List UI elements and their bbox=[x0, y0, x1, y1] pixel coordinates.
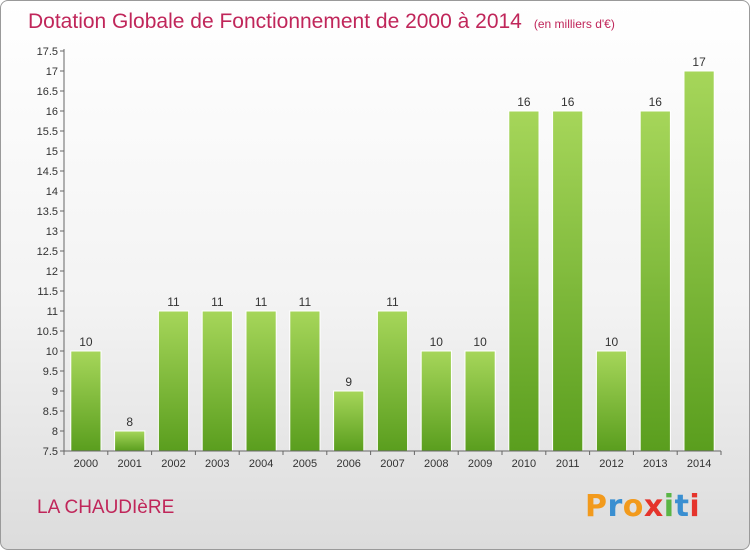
bar-2012 bbox=[595, 350, 628, 452]
data-label-2005: 11 bbox=[299, 295, 312, 309]
x-tick-label-2009: 2009 bbox=[468, 458, 492, 470]
x-tick-label-2002: 2002 bbox=[161, 458, 185, 470]
data-label-2013: 16 bbox=[649, 95, 663, 109]
logo-letter: t bbox=[674, 489, 690, 524]
y-tick-label: 15 bbox=[46, 146, 58, 158]
y-tick-label: 8.5 bbox=[43, 406, 58, 418]
bar-2000 bbox=[70, 350, 102, 452]
y-tick-label: 13 bbox=[46, 226, 58, 238]
logo-letter: P bbox=[585, 489, 608, 524]
data-label-2011: 16 bbox=[561, 95, 575, 109]
x-tick-label-2005: 2005 bbox=[293, 458, 317, 470]
x-tick-label-2003: 2003 bbox=[205, 458, 229, 470]
data-label-2003: 11 bbox=[211, 295, 224, 309]
y-tick-label: 13.5 bbox=[37, 206, 58, 218]
data-label-2002: 11 bbox=[167, 295, 180, 309]
y-tick-label: 14.5 bbox=[37, 166, 58, 178]
y-tick-label: 14 bbox=[46, 186, 58, 198]
y-tick-label: 17 bbox=[46, 66, 58, 78]
data-label-2001: 8 bbox=[126, 415, 133, 429]
logo-letter: o bbox=[622, 489, 644, 524]
bar-2007 bbox=[376, 310, 409, 452]
bar-2001 bbox=[114, 430, 146, 452]
bar-2004 bbox=[245, 310, 277, 452]
y-tick-label: 12 bbox=[46, 266, 58, 278]
y-tick-label: 9 bbox=[52, 386, 58, 398]
bar-2013 bbox=[639, 110, 671, 452]
bar-2009 bbox=[464, 350, 496, 452]
data-label-2014: 17 bbox=[692, 55, 706, 69]
x-axis: 2000 2001 2002 2003 2004 2005 2006 2007 2008 2009… bbox=[63, 450, 722, 470]
y-tick-label: 16 bbox=[46, 106, 58, 118]
x-tick-label-2004: 2004 bbox=[249, 458, 273, 470]
x-tick-label-2000: 2000 bbox=[74, 458, 98, 470]
bar-2014 bbox=[683, 70, 715, 452]
y-tick-label: 7.5 bbox=[43, 446, 58, 458]
data-label-2006: 9 bbox=[345, 375, 352, 389]
logo-letter: r bbox=[607, 489, 623, 524]
y-tick-label: 12.5 bbox=[37, 246, 58, 258]
y-tick-label: 16.5 bbox=[37, 86, 58, 98]
data-label-2012: 10 bbox=[605, 335, 619, 349]
x-tick-label-2001: 2001 bbox=[117, 458, 141, 470]
x-tick-label-2010: 2010 bbox=[512, 458, 536, 470]
x-tick-label-2012: 2012 bbox=[599, 458, 623, 470]
logo-letter: x bbox=[643, 489, 664, 524]
bar-2003 bbox=[201, 310, 233, 452]
bars-group: 10 8 11 11 11 11 9 11 10 10 16 16 10 16 17 bbox=[70, 55, 715, 452]
y-tick-label: 17.5 bbox=[37, 46, 58, 58]
y-tick-label: 10 bbox=[46, 346, 58, 358]
logo-letter: i bbox=[663, 489, 675, 524]
y-tick-label: 9.5 bbox=[43, 366, 58, 378]
y-tick-label: 10.5 bbox=[37, 326, 58, 338]
x-tick-label-2014: 2014 bbox=[687, 458, 711, 470]
x-tick-label-2011: 2011 bbox=[556, 458, 580, 470]
y-tick-label: 8 bbox=[52, 426, 58, 438]
data-label-2010: 16 bbox=[517, 95, 531, 109]
bar-2006 bbox=[333, 390, 365, 452]
chart-title: Dotation Globale de Fonctionnement de 20… bbox=[28, 10, 522, 33]
bar-2011 bbox=[552, 110, 584, 452]
y-tick-label: 11 bbox=[47, 306, 58, 318]
data-label-2007: 11 bbox=[386, 295, 399, 309]
logo-letter: i bbox=[689, 489, 701, 524]
x-tick-label-2013: 2013 bbox=[643, 458, 667, 470]
data-label-2008: 10 bbox=[430, 335, 444, 349]
x-tick-label-2007: 2007 bbox=[380, 458, 404, 470]
bar-2008 bbox=[420, 350, 452, 452]
x-tick-label-2006: 2006 bbox=[336, 458, 360, 470]
data-label-2004: 11 bbox=[255, 295, 268, 309]
bar-2010 bbox=[508, 110, 540, 452]
unit-note: (en milliers d'€) bbox=[533, 17, 615, 31]
y-tick-label: 11.5 bbox=[37, 286, 58, 298]
chart-title-block: Dotation Globale de Fonctionnement de 20… bbox=[28, 10, 615, 34]
y-axis: 7.5 8 8.5 9 9.5 10 10.5 11 11.5 12 12.5 13 13.5 14 14.… bbox=[37, 46, 65, 458]
bar-2005 bbox=[289, 310, 321, 452]
x-tick-label-2008: 2008 bbox=[424, 458, 448, 470]
data-label-2000: 10 bbox=[79, 335, 93, 349]
y-tick-label: 15.5 bbox=[37, 126, 58, 138]
commune-name: LA CHAUDIèRE bbox=[37, 497, 175, 518]
data-label-2009: 10 bbox=[473, 335, 487, 349]
bar-2002 bbox=[157, 310, 190, 452]
proxiti-logo: Proxiti bbox=[585, 489, 700, 524]
